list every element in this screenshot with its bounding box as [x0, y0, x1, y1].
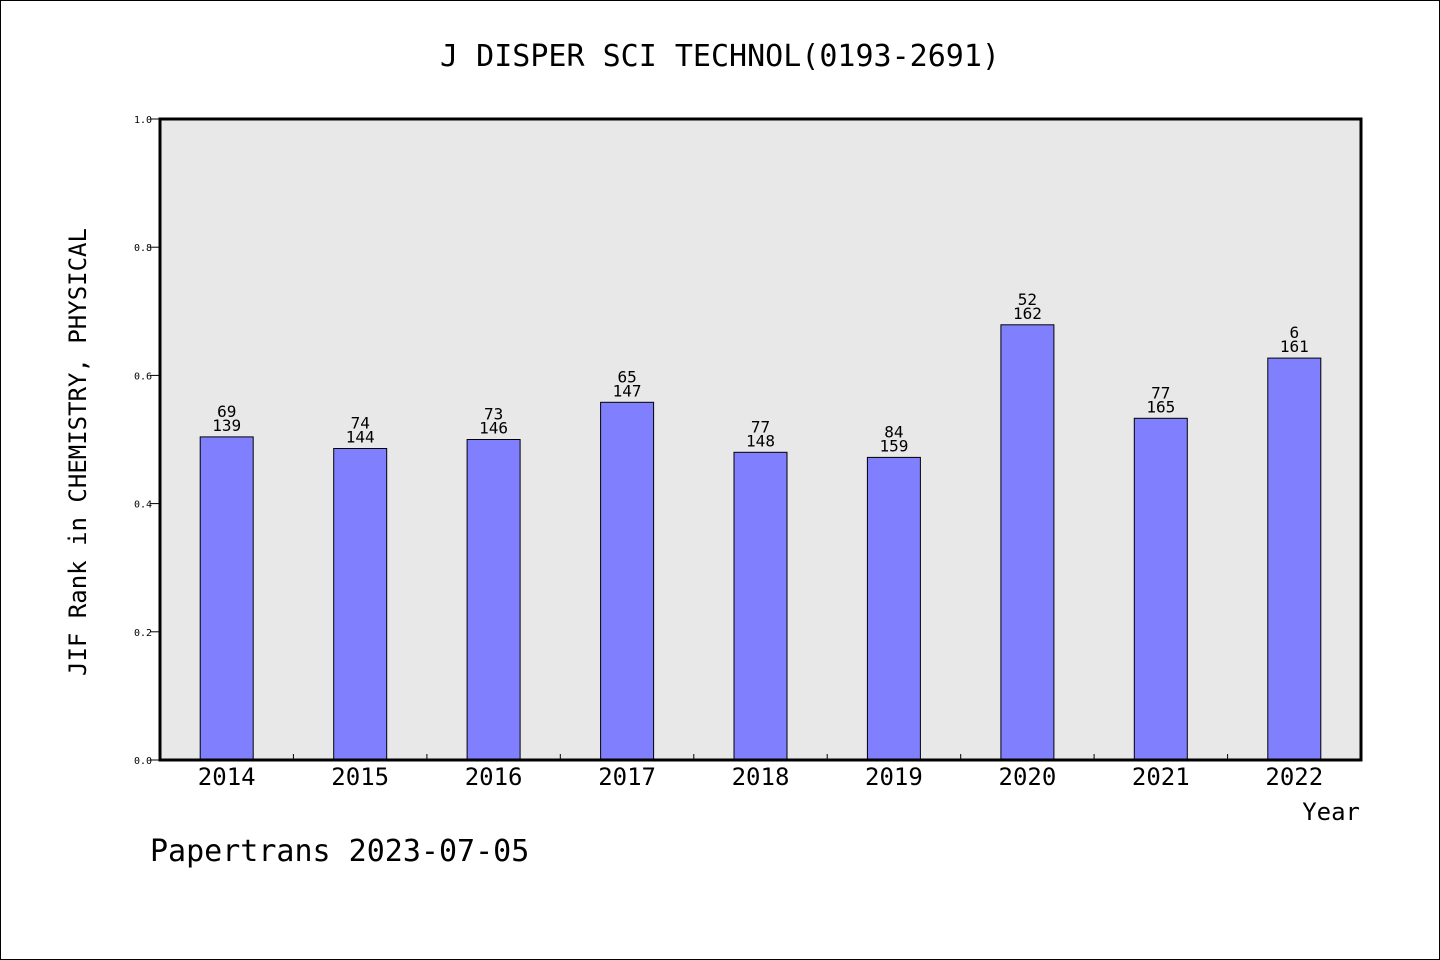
x-tick-label-2015: 2015: [331, 763, 389, 791]
x-tick-label-2018: 2018: [732, 763, 790, 791]
total-label-2018: 148: [746, 431, 775, 450]
y-tick-label: 0.8: [134, 243, 152, 254]
rank-label-2017: 65: [617, 367, 636, 386]
rank-label-2018: 77: [751, 417, 770, 436]
rank-label-2019: 84: [884, 422, 903, 441]
footer-credit: Papertrans 2023-07-05: [150, 834, 530, 869]
y-tick-label: 0.6: [134, 371, 152, 382]
plot-border: [158, 117, 1363, 762]
bar-2022: [1267, 357, 1322, 761]
y-tick-label: 1.0: [134, 115, 152, 126]
rank-label-2015: 74: [351, 414, 370, 433]
y-tick-label: 0.2: [134, 628, 152, 639]
x-tick-label-2020: 2020: [999, 763, 1057, 791]
rank-label-2021: 77: [1151, 383, 1170, 402]
bar-2016: [466, 439, 521, 761]
bar-2020: [1000, 324, 1055, 761]
bar-2019: [866, 456, 921, 761]
rank-label-2016: 73: [484, 405, 503, 424]
x-tick-label-2021: 2021: [1132, 763, 1190, 791]
total-label-2022: 161: [1280, 337, 1309, 356]
rank-label-2022: 6: [1289, 323, 1299, 342]
x-tick-label-2019: 2019: [865, 763, 923, 791]
x-tick-label-2017: 2017: [598, 763, 656, 791]
x-axis: 2014 2015 2016 2017 2018 2019 2020 2021 2022: [198, 754, 1323, 791]
total-label-2019: 159: [879, 436, 908, 455]
bar-2021: [1133, 417, 1188, 761]
total-label-2017: 147: [613, 381, 642, 400]
x-axis-label: Year: [1302, 798, 1360, 826]
bar-2015: [333, 448, 388, 761]
y-tick-label: 0.0: [134, 756, 152, 767]
y-axis: 0.0 0.2 0.4 0.6 0.8 1.0: [134, 115, 160, 767]
x-tick-label-2016: 2016: [465, 763, 523, 791]
bar-2014: [199, 436, 254, 761]
total-label-2020: 162: [1013, 304, 1042, 323]
x-tick-label-2014: 2014: [198, 763, 256, 791]
y-tick-label: 0.4: [134, 500, 152, 511]
x-tick-label-2022: 2022: [1265, 763, 1323, 791]
y-axis-label: JIF Rank in CHEMISTRY, PHYSICAL: [64, 228, 92, 676]
total-label-2016: 146: [479, 419, 508, 438]
chart-title: J DISPER SCI TECHNOL(0193-2691): [440, 39, 1000, 74]
total-label-2021: 165: [1146, 397, 1175, 416]
rank-label-2020: 52: [1018, 290, 1037, 309]
total-label-2015: 144: [346, 428, 375, 447]
bar-2017: [600, 401, 655, 761]
rank-label-2014: 69: [217, 402, 236, 421]
total-label-2014: 139: [212, 416, 241, 435]
bar-2018: [733, 451, 788, 761]
